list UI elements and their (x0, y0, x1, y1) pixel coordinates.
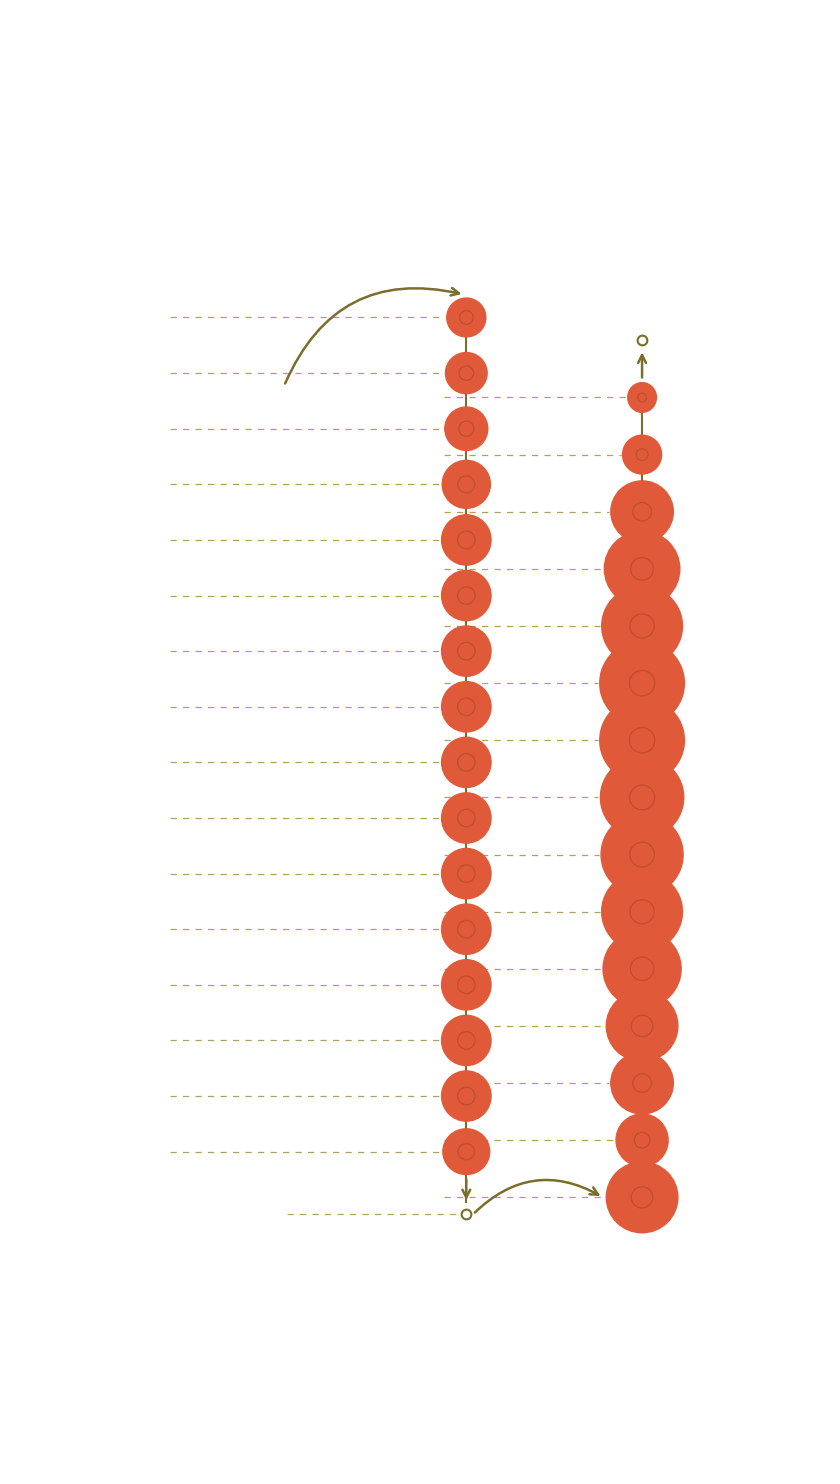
Ellipse shape (442, 570, 491, 620)
Ellipse shape (606, 1162, 678, 1233)
Ellipse shape (611, 481, 674, 543)
Ellipse shape (600, 697, 685, 782)
Ellipse shape (611, 1052, 674, 1114)
Ellipse shape (604, 531, 680, 607)
Ellipse shape (442, 626, 491, 677)
Ellipse shape (616, 1114, 668, 1166)
Ellipse shape (447, 298, 486, 337)
Ellipse shape (442, 1015, 491, 1066)
Ellipse shape (443, 1129, 490, 1174)
Ellipse shape (601, 757, 684, 838)
Ellipse shape (606, 990, 678, 1061)
Ellipse shape (445, 407, 488, 451)
Ellipse shape (600, 641, 685, 726)
Ellipse shape (442, 515, 491, 565)
Ellipse shape (603, 930, 681, 1008)
Ellipse shape (445, 353, 487, 393)
Ellipse shape (442, 792, 491, 843)
Ellipse shape (442, 1071, 491, 1122)
Ellipse shape (442, 460, 491, 509)
Ellipse shape (442, 738, 491, 788)
Ellipse shape (601, 813, 683, 896)
Ellipse shape (442, 849, 491, 899)
Ellipse shape (601, 586, 682, 666)
Ellipse shape (601, 871, 682, 951)
Ellipse shape (627, 383, 656, 413)
Ellipse shape (442, 904, 491, 954)
Ellipse shape (622, 435, 662, 473)
Ellipse shape (442, 681, 491, 732)
Ellipse shape (442, 960, 491, 1011)
